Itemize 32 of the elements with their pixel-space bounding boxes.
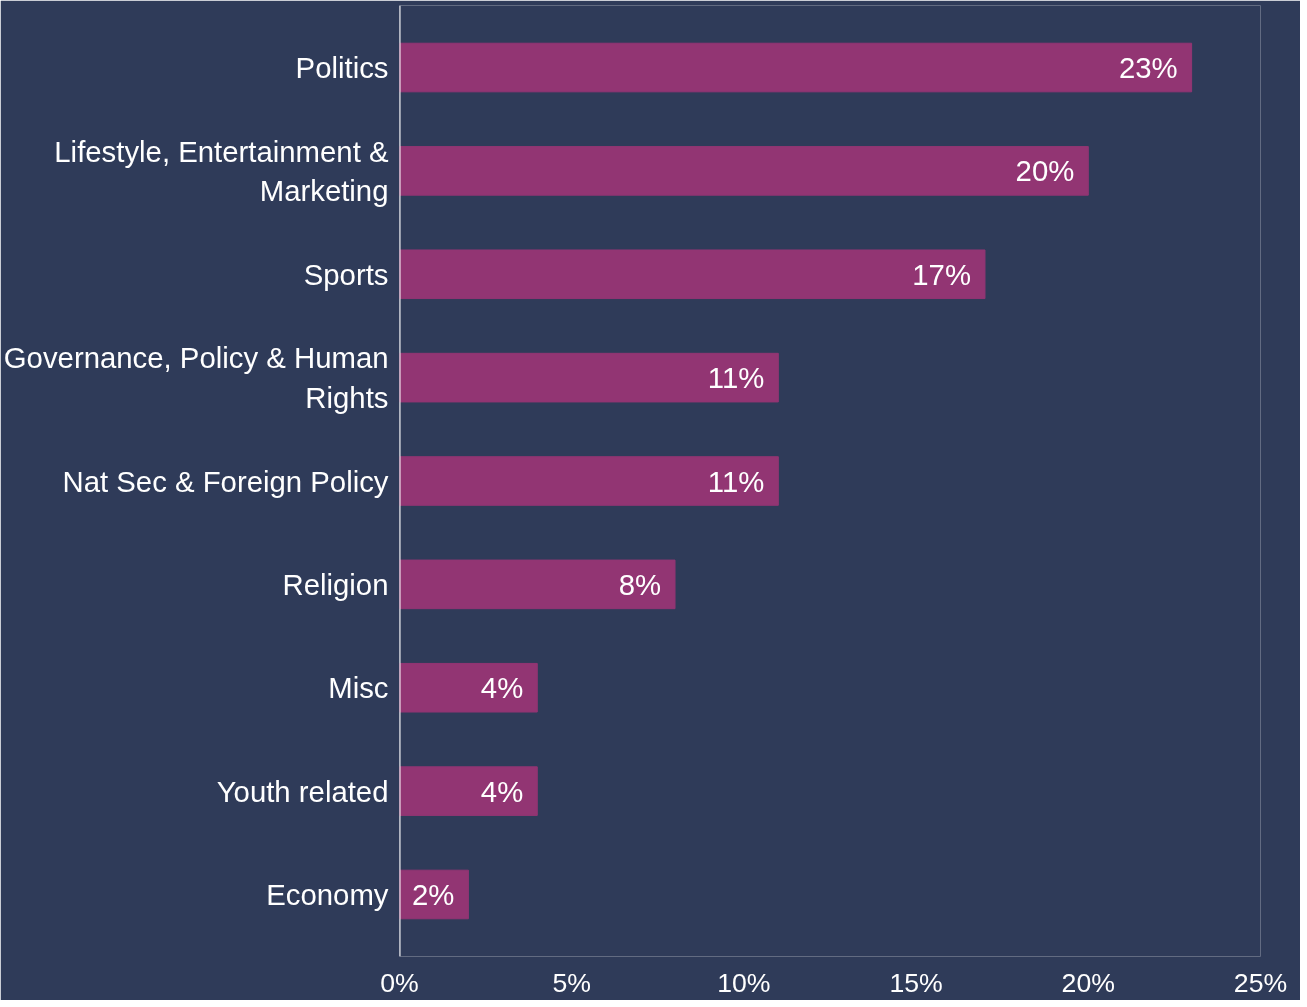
bar — [399, 42, 1193, 93]
y-tick-label: Nat Sec & Foreign Policy — [62, 464, 389, 498]
data-label: 23% — [1118, 51, 1178, 85]
bar — [399, 559, 676, 610]
y-tick-label: Sports — [303, 257, 389, 291]
y-tick-label: Politics — [295, 51, 389, 85]
bar — [399, 766, 538, 816]
data-label: 20% — [1015, 154, 1075, 188]
x-tick-label: 0% — [380, 967, 419, 998]
x-tick-label: 5% — [552, 967, 591, 998]
bar — [399, 249, 986, 300]
x-tick-label: 15% — [889, 967, 943, 998]
bar — [399, 456, 779, 506]
y-tick-label: Religion — [282, 567, 389, 601]
bar — [399, 146, 1089, 196]
data-label: 8% — [618, 567, 662, 601]
data-label: 4% — [480, 671, 524, 705]
x-tick-label: 25% — [1233, 967, 1288, 998]
y-tick-label: Governance, Policy & Human Rights — [3, 341, 389, 414]
y-tick-label: Lifestyle, Entertainment & Marketing — [54, 134, 389, 208]
data-label: 11% — [707, 361, 765, 395]
x-tick-label: 20% — [1061, 967, 1115, 998]
data-label: 11% — [707, 464, 765, 498]
y-tick-label: Economy — [266, 877, 389, 911]
y-tick-label: Youth related — [216, 774, 389, 808]
bar — [399, 352, 779, 403]
bar — [399, 662, 538, 713]
x-tick-label: 10% — [717, 967, 771, 998]
y-tick-label: Misc — [328, 671, 389, 705]
data-label: 2% — [411, 877, 455, 911]
data-label: 4% — [480, 774, 524, 808]
data-label: 17% — [912, 257, 971, 291]
